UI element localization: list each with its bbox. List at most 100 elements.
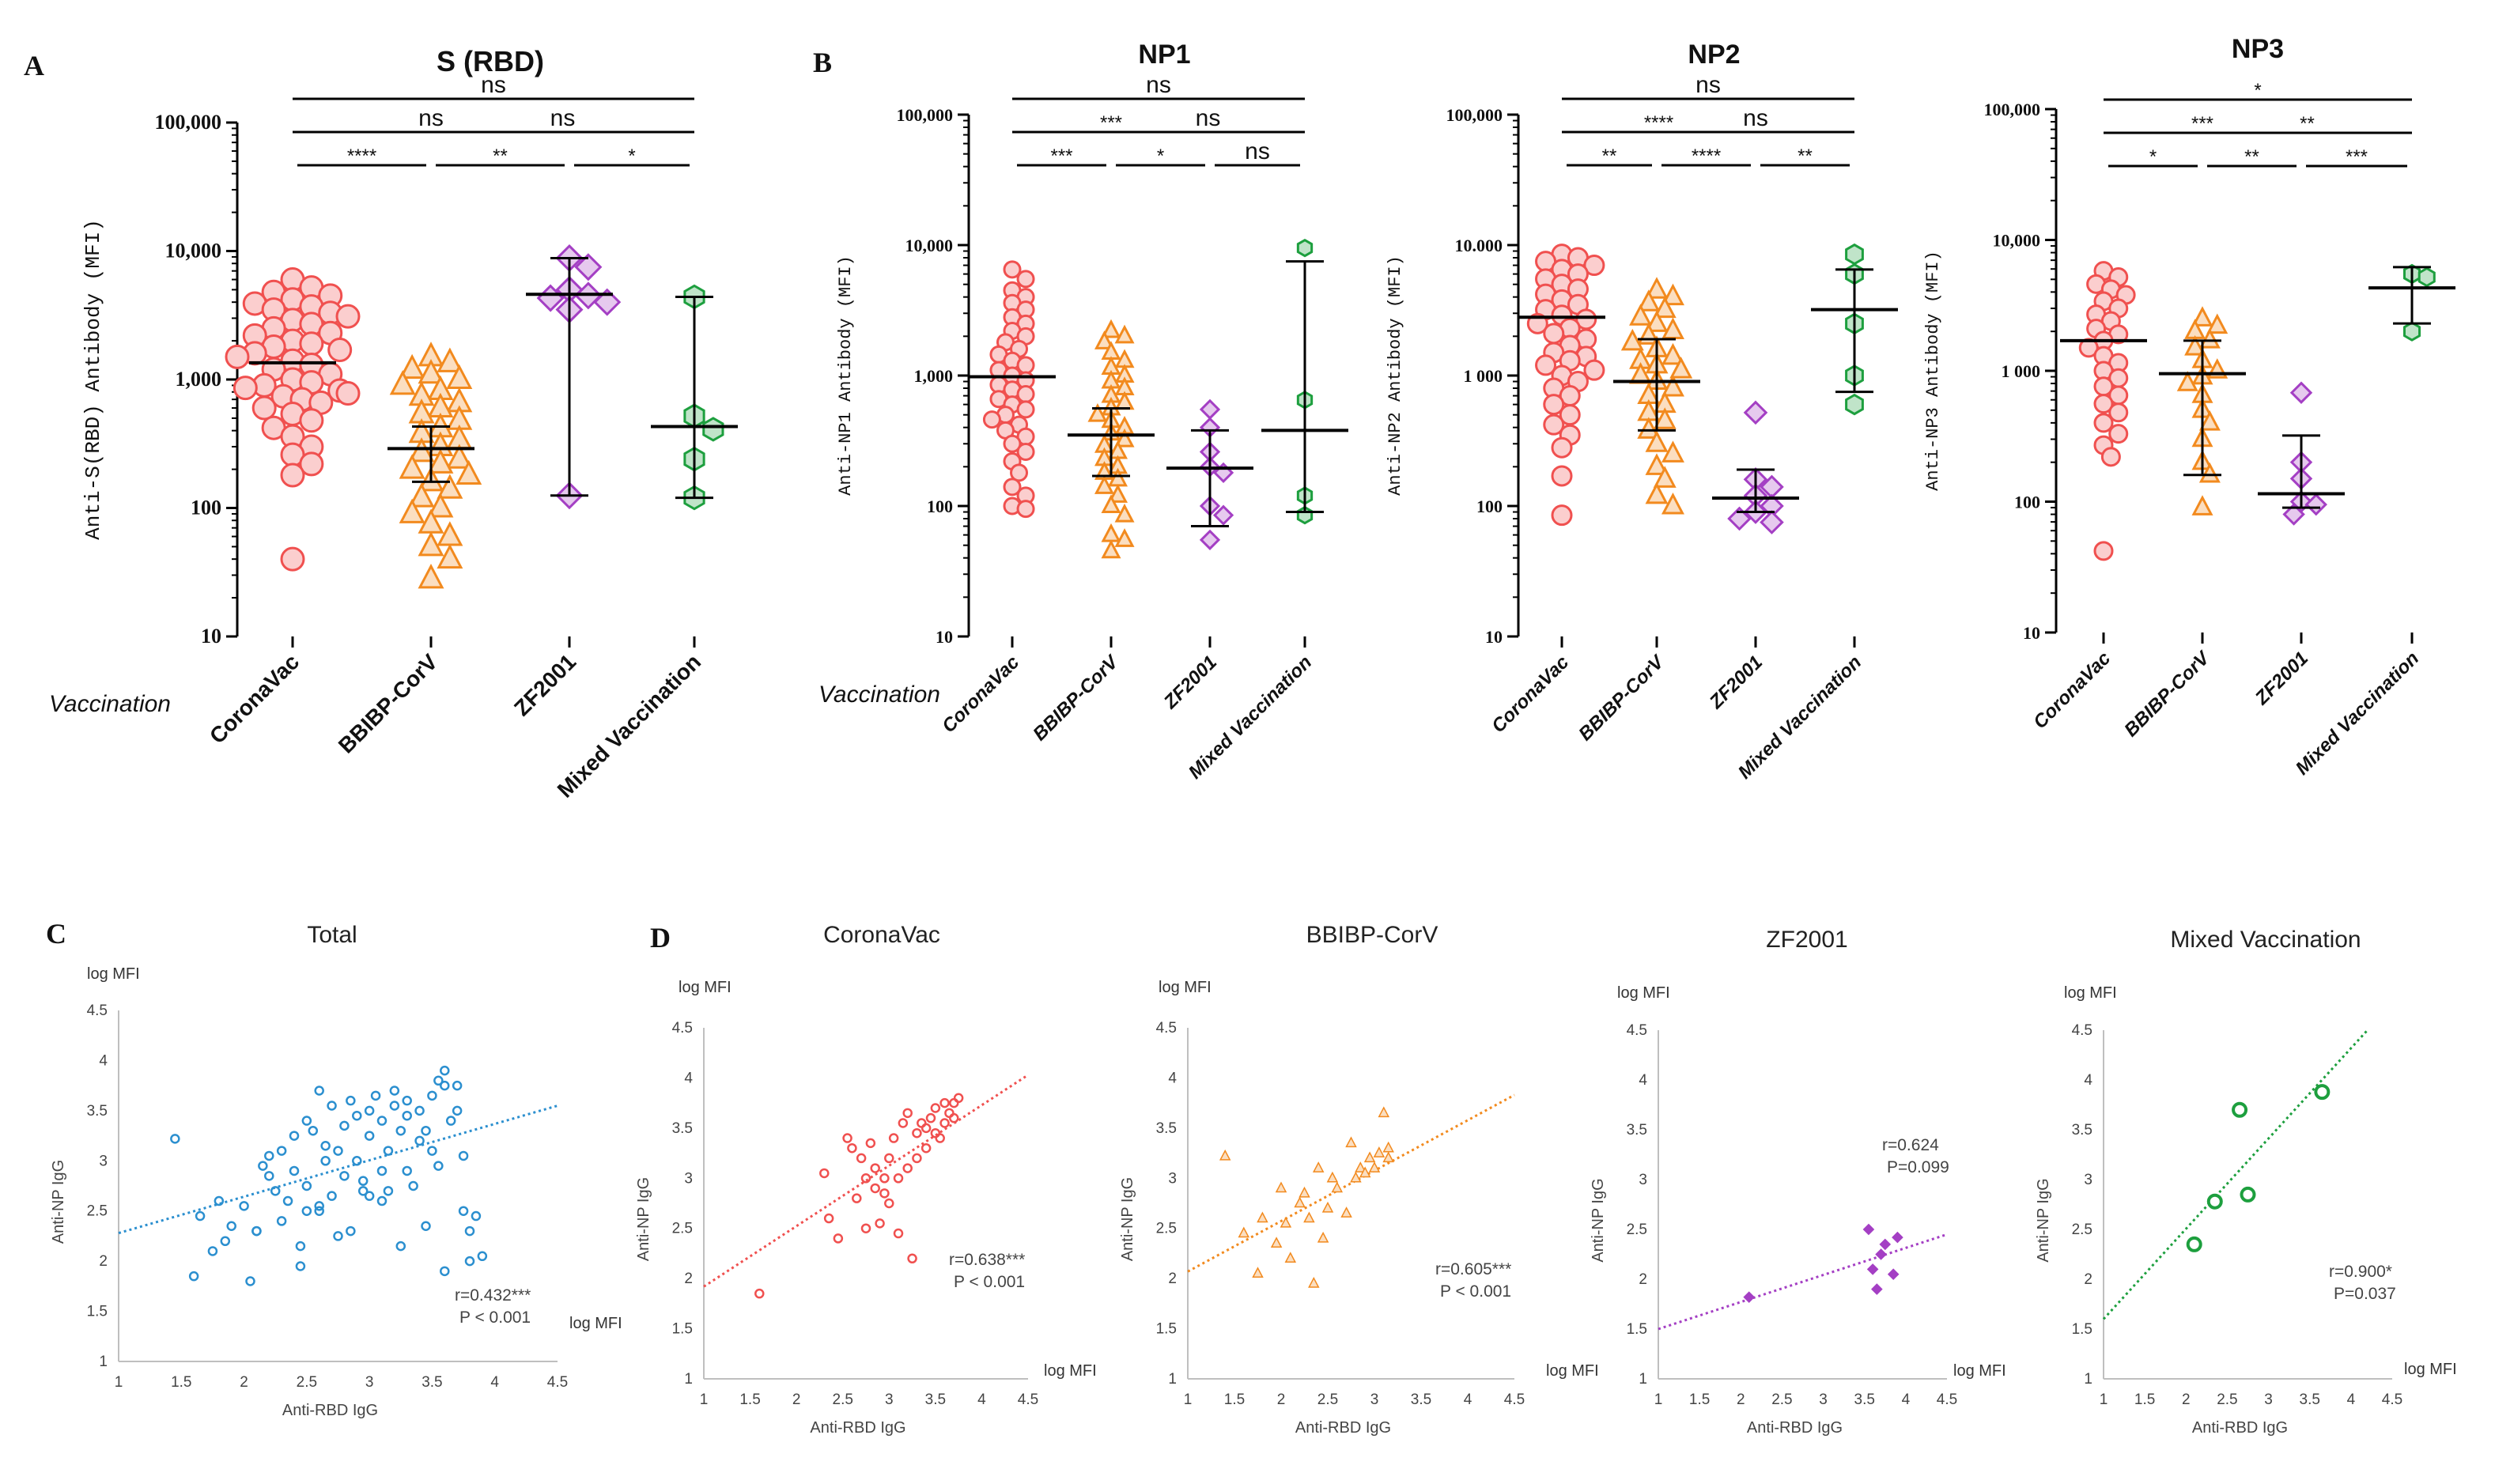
y-tick-label: 100 (927, 497, 953, 516)
data-point (944, 1108, 955, 1119)
x-axis-label: Anti-RBD IgG (1295, 1419, 1391, 1437)
data-point (1653, 296, 1677, 319)
data-point (357, 1186, 369, 1196)
significance-label: ** (493, 145, 508, 167)
x-tick-label: 4.5 (1018, 1391, 1038, 1408)
data-point (421, 1221, 431, 1231)
data-point (823, 1213, 834, 1224)
data-point (264, 1171, 274, 1181)
significance-label: ** (2300, 113, 2315, 134)
data-point (427, 448, 454, 474)
data-point (433, 1075, 444, 1086)
data-point (1003, 478, 1022, 497)
data-point (1101, 523, 1121, 542)
data-point (2176, 371, 2198, 391)
trend-line (1658, 1233, 1948, 1331)
data-point (1199, 398, 1221, 420)
data-point (383, 1186, 394, 1196)
data-point (930, 1127, 941, 1138)
data-point (1653, 407, 1677, 429)
data-point (1016, 385, 1035, 404)
data-point (939, 1097, 950, 1108)
y-tick-label: 10 (2023, 623, 2040, 643)
category-label: BBIBP-CorV (1574, 651, 1669, 745)
x-tick-label: 4.5 (1504, 1391, 1525, 1408)
panel-letter-d: D (650, 922, 671, 953)
data-point (327, 1101, 337, 1111)
data-point (1094, 475, 1114, 494)
data-point (402, 1095, 412, 1106)
x-tick-label: 1 (1184, 1391, 1193, 1408)
data-point (418, 531, 444, 557)
data-point (1016, 356, 1035, 375)
y-tick-label: 1 000 (1464, 366, 1503, 386)
x-corner-label: log MFI (2404, 1361, 2457, 1378)
y-tick-label: 3 (2084, 1172, 2092, 1188)
data-point (314, 1201, 324, 1211)
y-tick-label: 1 000 (2002, 361, 2041, 381)
y-tick-label: 4.5 (1627, 1022, 1647, 1039)
data-point (364, 1105, 375, 1116)
y-tick-label: 3.5 (1156, 1120, 1177, 1137)
data-point (935, 1133, 945, 1143)
data-point (856, 1153, 867, 1164)
data-point (220, 1236, 231, 1247)
y-tick-label: 1.5 (87, 1304, 108, 1320)
data-point (1845, 243, 1864, 266)
x-tick-label: 4 (977, 1391, 986, 1408)
y-tick-label: 1.5 (672, 1321, 693, 1338)
y-tick-label: 10.000 (1455, 236, 1503, 255)
y-tick-label: 100,000 (155, 111, 222, 134)
data-point (1743, 400, 1768, 425)
data-point (1551, 436, 1573, 459)
panel-b-np3: NP3 10 100 1 000 10,000 100,000 Anti-NP3 Antib… (1923, 34, 2455, 780)
data-point (458, 1150, 469, 1161)
data-point (2078, 338, 2099, 358)
data-point (949, 1112, 959, 1123)
data-point (1661, 283, 1684, 306)
chart-title: Mixed Vaccination (2170, 927, 2361, 953)
data-point (1583, 255, 1605, 277)
x-corner-label: log MFI (1546, 1362, 1599, 1380)
significance-label: ns (1695, 72, 1721, 98)
data-point (357, 1176, 369, 1186)
significance-label: **** (1692, 145, 1721, 167)
panel-letter-a: A (24, 50, 44, 81)
chart-title: NP2 (1688, 40, 1740, 70)
data-point (1350, 1171, 1362, 1183)
panel-b-np1: NP1 10 100 1,000 10,000 100,000 Anti-NP1 Antib… (818, 40, 1348, 784)
data-point (1661, 440, 1684, 463)
x-tick-label: 1.5 (1689, 1391, 1710, 1408)
data-point (1727, 506, 1752, 531)
category-label: ZF2001 (1705, 651, 1767, 713)
data-point (2198, 462, 2221, 483)
data-point (1661, 342, 1684, 365)
data-point (2289, 381, 2313, 404)
y-tick-label: 10 (936, 627, 953, 647)
y-tick-label: 1.5 (2072, 1321, 2092, 1338)
data-point (1359, 1166, 1371, 1178)
data-point (893, 1228, 904, 1239)
trend-line (703, 1074, 1029, 1288)
data-point (370, 1090, 381, 1101)
x-tick-label: 3.5 (925, 1391, 946, 1408)
data-point (860, 1173, 871, 1184)
data-point (912, 1153, 922, 1164)
x-axis-label: Anti-RBD IgG (810, 1419, 905, 1437)
data-point (1284, 1252, 1297, 1263)
data-point (2108, 402, 2129, 423)
correlation-r: r=0.605*** (1435, 1260, 1511, 1278)
data-point (418, 564, 444, 589)
data-point (1866, 1263, 1879, 1275)
data-point (1743, 1291, 1756, 1303)
data-point (1094, 330, 1114, 349)
data-point (1583, 359, 1605, 381)
data-point (408, 1180, 418, 1191)
significance-label: **** (1644, 112, 1673, 134)
data-point (921, 1142, 932, 1154)
data-point (574, 253, 603, 281)
data-point (320, 1141, 331, 1151)
category-label: Mixed Vaccination (2292, 648, 2424, 780)
panel-letter-c: C (46, 918, 66, 950)
x-tick-label: 3 (1370, 1391, 1379, 1408)
